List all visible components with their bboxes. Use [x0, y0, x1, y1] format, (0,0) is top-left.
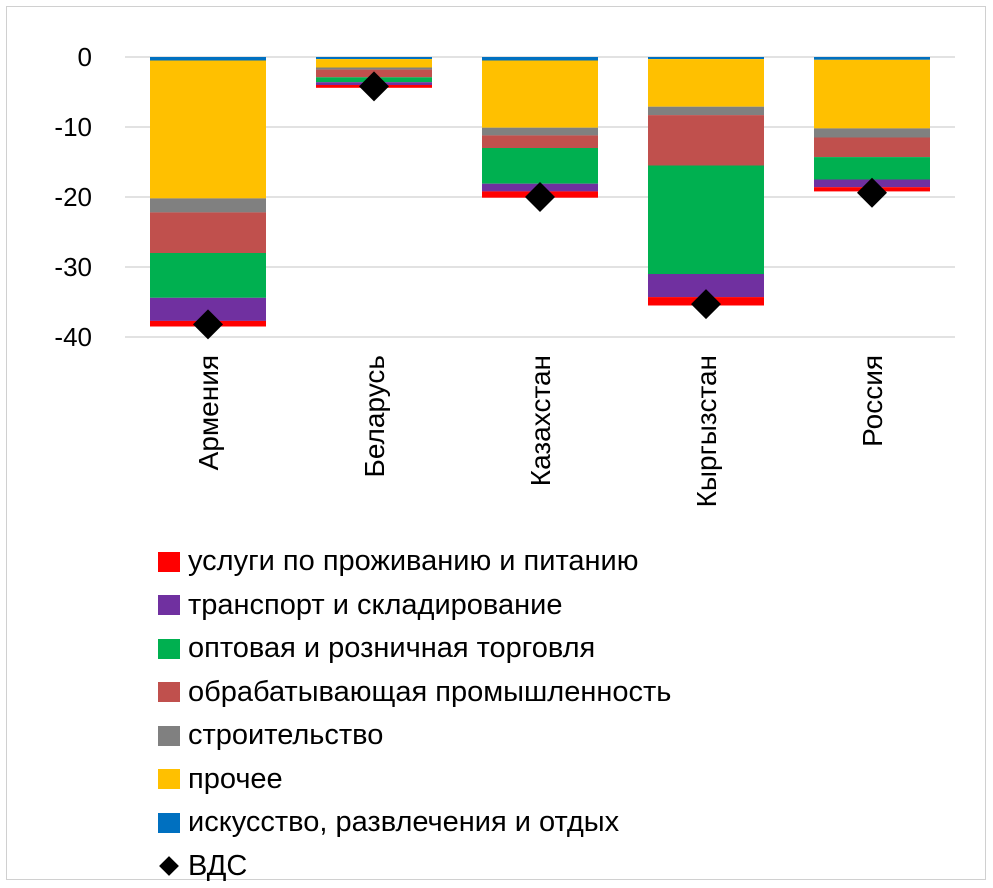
- legend-item: услуги по проживанию и питанию: [158, 540, 671, 584]
- diamond-marker-icon: [158, 855, 180, 877]
- legend-swatch: [158, 552, 180, 572]
- legend-swatch: [158, 595, 180, 615]
- y-tick-label: -10: [54, 112, 92, 142]
- y-tick-label: -40: [54, 322, 92, 352]
- bar-segment: [648, 59, 764, 107]
- stacked-bar-chart: 0 -10 -20 -30 -40 Армения Беларусь Казахстан Кы…: [0, 0, 993, 540]
- bar-segment: [648, 107, 764, 115]
- bar-segment: [482, 135, 598, 148]
- legend-label: оптовая и розничная торговля: [188, 632, 595, 665]
- bar-segment: [150, 61, 266, 199]
- x-category-label: Казахстан: [525, 355, 556, 486]
- y-tick-label: -20: [54, 182, 92, 212]
- bar-segment: [316, 59, 432, 67]
- y-axis: 0 -10 -20 -30 -40: [54, 42, 92, 352]
- legend-label: обрабатывающая промышленность: [188, 676, 671, 709]
- bar-segment: [316, 57, 432, 59]
- bar-segment: [814, 60, 930, 129]
- legend-item: ВДС: [158, 845, 671, 888]
- y-tick-label: 0: [78, 42, 92, 72]
- legend-label: услуги по проживанию и питанию: [188, 545, 639, 578]
- legend-item: обрабатывающая промышленность: [158, 671, 671, 715]
- bar-segment: [648, 57, 764, 59]
- x-category-label: Россия: [857, 355, 888, 447]
- bar-segment: [150, 253, 266, 298]
- bar-segment: [648, 166, 764, 275]
- x-category-label: Кыргызстан: [691, 355, 722, 507]
- legend-swatch: [158, 639, 180, 659]
- legend: услуги по проживанию и питанию транспорт …: [158, 540, 671, 888]
- y-tick-label: -30: [54, 252, 92, 282]
- bar-segment: [150, 212, 266, 253]
- bar-segment: [814, 128, 930, 137]
- legend-label: искусство, развлечения и отдых: [188, 806, 619, 839]
- bar-segment: [482, 57, 598, 61]
- legend-swatch: [158, 682, 180, 702]
- bar-segment: [482, 61, 598, 128]
- bar-segment: [814, 157, 930, 179]
- bar-segment: [150, 198, 266, 212]
- bar-segment: [648, 115, 764, 165]
- bar-segment: [482, 148, 598, 184]
- legend-item: оптовая и розничная торговля: [158, 627, 671, 671]
- bar-segment: [150, 57, 266, 61]
- bar-segment: [316, 68, 432, 70]
- legend-label: прочее: [188, 763, 283, 796]
- legend-swatch: [158, 769, 180, 789]
- legend-swatch: [158, 813, 180, 833]
- bar-segment: [814, 138, 930, 158]
- legend-item: строительство: [158, 714, 671, 758]
- x-category-label: Армения: [193, 355, 224, 470]
- x-category-label: Беларусь: [359, 355, 390, 477]
- legend-label: транспорт и складирование: [188, 589, 562, 622]
- bar-segment: [814, 57, 930, 60]
- x-axis: Армения Беларусь Казахстан Кыргызстан Россия: [193, 355, 888, 507]
- legend-item: транспорт и складирование: [158, 584, 671, 628]
- legend-item: искусство, развлечения и отдых: [158, 801, 671, 845]
- bar-segment: [482, 128, 598, 136]
- legend-swatch: [158, 726, 180, 746]
- legend-label: ВДС: [188, 850, 247, 883]
- legend-item: прочее: [158, 758, 671, 802]
- legend-label: строительство: [188, 719, 383, 752]
